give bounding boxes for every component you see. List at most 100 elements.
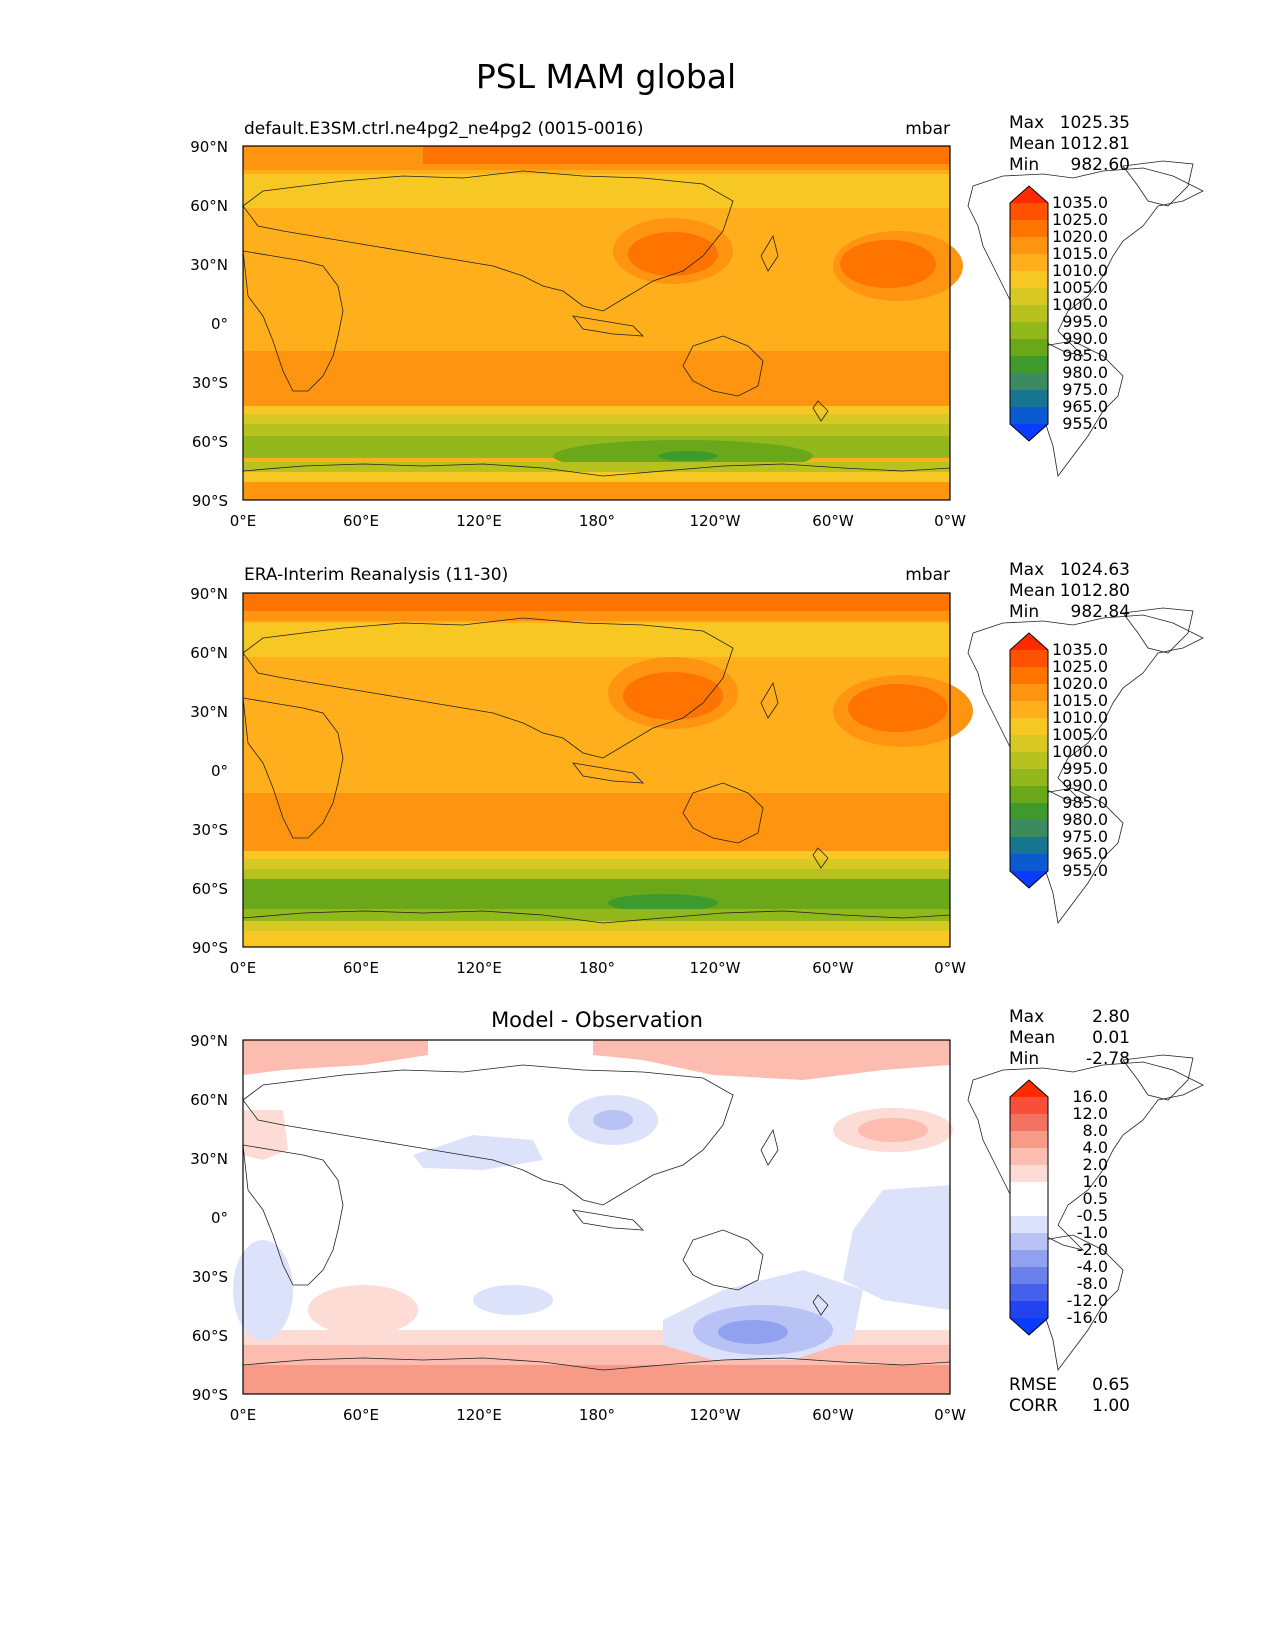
lon-tick-label: 0°W (934, 512, 966, 530)
diff-region-negative (413, 1135, 543, 1170)
stats-box: Max 1025.35 Mean 1012.81 Min 982.60 (1009, 113, 1130, 175)
colorbar-segment (1010, 1097, 1048, 1115)
field-band (243, 1365, 950, 1394)
lon-axis: 0°E 60°E 120°E 180° 120°W 60°W 0°W (230, 512, 966, 530)
field-band (243, 593, 950, 611)
colorbar-segment (1010, 769, 1048, 787)
colorbar-segment (1010, 288, 1048, 306)
field-band (243, 859, 950, 869)
diff-region-negative (473, 1285, 553, 1315)
map-frame (242, 592, 951, 948)
stat-label: Max (1009, 560, 1044, 580)
colorbar-tick-label: 1000.0 (1052, 295, 1108, 314)
colorbar: 1035.01025.01020.01015.01010.01005.01000… (1009, 632, 1108, 889)
colorbar-tick-label: 1035.0 (1052, 193, 1108, 212)
lon-tick-label: 60°W (812, 959, 854, 977)
colorbar-segment (1010, 752, 1048, 770)
colorbar-extend-max (1010, 186, 1048, 203)
stat-label: Mean (1009, 1028, 1055, 1048)
panel-difference: Model - Observation 90°N 6 (190, 1007, 1204, 1424)
colorbar-tick-label: 975.0 (1062, 380, 1108, 399)
colorbar-tick-label: 1015.0 (1052, 244, 1108, 263)
field-band (243, 351, 950, 406)
colorbar-segment (1010, 390, 1048, 408)
stat-value: -2.78 (1086, 1049, 1130, 1069)
lat-tick-label: 60°S (192, 880, 228, 898)
map-field (242, 146, 1204, 501)
lon-tick-label: 180° (579, 959, 615, 977)
high-pressure-cell (840, 240, 936, 288)
colorbar-tick-label: 1010.0 (1052, 708, 1108, 727)
colorbar-segment (1010, 650, 1048, 668)
colorbar-segment (1010, 339, 1048, 357)
colorbar-tick-label: 955.0 (1062, 414, 1108, 433)
field-band (243, 414, 950, 424)
colorbar-tick-label: 975.0 (1062, 827, 1108, 846)
stat-value: 0.65 (1092, 1375, 1130, 1395)
map-field (233, 1040, 1204, 1395)
colorbar-segment (1010, 373, 1048, 391)
field-band (243, 851, 950, 859)
colorbar-segment (1010, 701, 1048, 719)
colorbar-tick-label: 990.0 (1062, 329, 1108, 348)
colorbar-segment (1010, 271, 1048, 289)
low-pressure-core (608, 894, 718, 912)
colorbar-outline (1009, 185, 1049, 442)
colorbar-tick-label: 965.0 (1062, 844, 1108, 863)
lon-tick-label: 60°E (343, 959, 379, 977)
colorbar-tick-label: 1025.0 (1052, 210, 1108, 229)
stat-label: Mean (1009, 581, 1055, 601)
diff-region-positive (593, 1040, 950, 1080)
lat-axis: 90°N 60°N 30°N 0° 30°S 60°S 90°S (190, 585, 228, 957)
lat-tick-label: 60°N (190, 644, 228, 662)
colorbar-segment (1010, 1148, 1048, 1166)
colorbar-segment (1010, 820, 1048, 838)
lon-tick-label: 180° (579, 1406, 615, 1424)
colorbar-outline (1009, 1079, 1049, 1336)
stat-value: 1012.81 (1060, 134, 1130, 154)
stat-value: 2.80 (1092, 1007, 1130, 1027)
diff-region-negative (233, 1240, 293, 1340)
stat-label: Min (1009, 1049, 1039, 1069)
map-frame (242, 145, 951, 501)
stat-label: Max (1009, 1007, 1044, 1027)
stat-label: Min (1009, 602, 1039, 622)
lon-tick-label: 60°W (812, 512, 854, 530)
colorbar-extend-min (1010, 424, 1048, 441)
colorbar-segment (1010, 1114, 1048, 1132)
colorbar-outline (1009, 632, 1049, 889)
lat-tick-label: 0° (211, 1209, 228, 1227)
lon-tick-label: 0°E (230, 959, 257, 977)
colorbar-tick-label: 0.5 (1083, 1189, 1108, 1208)
lon-axis: 0°E 60°E 120°E 180° 120°W 60°W 0°W (230, 1406, 966, 1424)
field-band (243, 921, 950, 931)
lon-tick-label: 180° (579, 512, 615, 530)
field-band (243, 909, 950, 921)
colorbar-tick-label: 980.0 (1062, 810, 1108, 829)
colorbar-tick-label: 955.0 (1062, 861, 1108, 880)
colorbar-extend-max (1010, 1080, 1048, 1097)
colorbar: 16.012.08.04.02.01.00.5-0.5-1.0-2.0-4.0-… (1009, 1079, 1108, 1336)
field-band (423, 146, 950, 164)
stats-box: Max 1024.63 Mean 1012.80 Min 982.84 (1009, 560, 1130, 622)
colorbar-extend-min (1010, 1318, 1048, 1335)
colorbar-tick-label: 965.0 (1062, 397, 1108, 416)
colorbar-segment (1010, 735, 1048, 753)
lon-tick-label: 120°W (690, 959, 741, 977)
colorbar-segment (1010, 786, 1048, 804)
lat-tick-label: 90°S (192, 492, 228, 510)
colorbar-tick-label: 995.0 (1062, 312, 1108, 331)
colorbar-segment (1010, 1131, 1048, 1149)
diff-region-positive (243, 1110, 288, 1160)
colorbar-segment (1010, 803, 1048, 821)
field-band (243, 931, 950, 947)
colorbar-segment (1010, 322, 1048, 340)
colorbar-segment (1010, 684, 1048, 702)
colorbar-tick-label: 985.0 (1062, 346, 1108, 365)
lat-tick-label: 30°S (192, 1268, 228, 1286)
lon-tick-label: 120°E (456, 959, 502, 977)
lat-tick-label: 60°N (190, 197, 228, 215)
stat-value: 982.60 (1071, 155, 1130, 175)
colorbar-segment (1010, 1284, 1048, 1302)
